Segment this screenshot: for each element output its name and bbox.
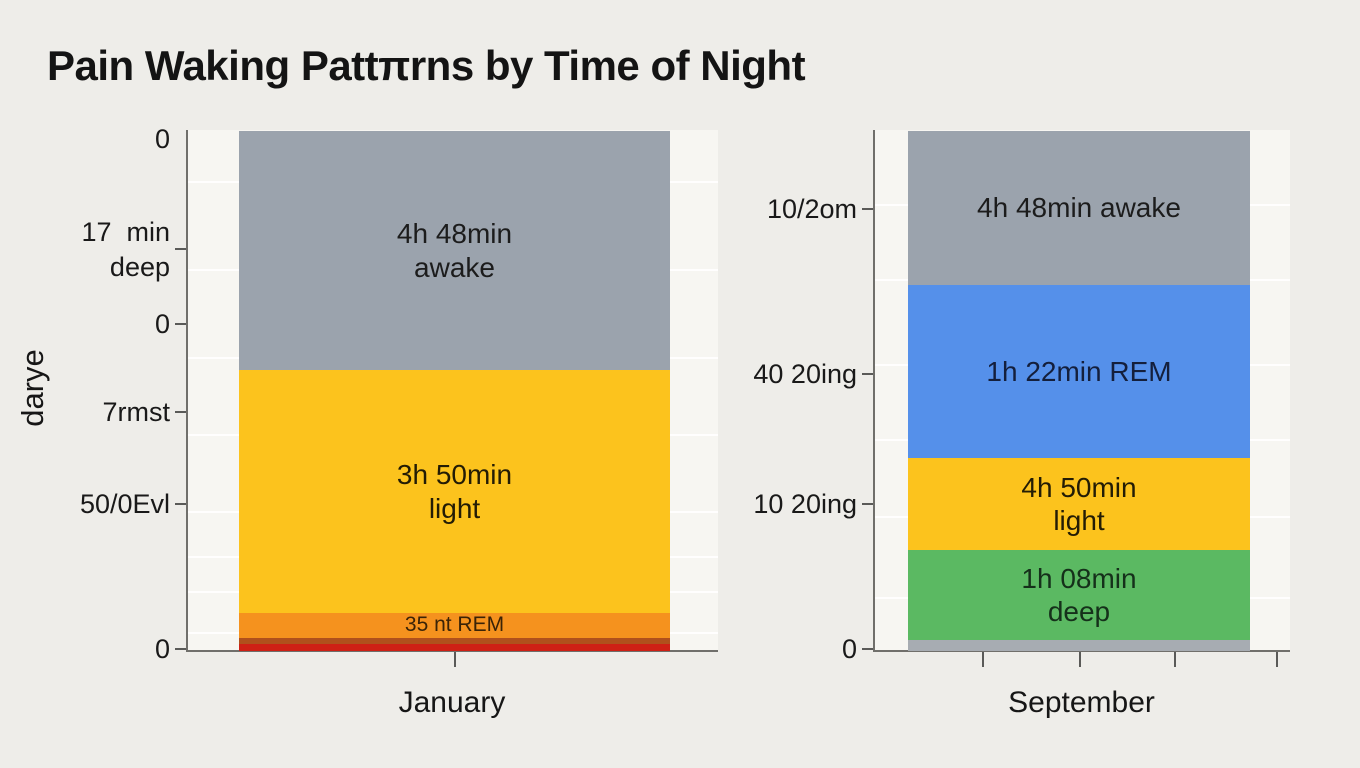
segment-label: 3h 50min light xyxy=(396,459,513,524)
bar-segment-strip-gray xyxy=(908,640,1250,651)
bar-segment-rem: 1h 22min REM xyxy=(908,285,1250,458)
x-axis-category-label: September xyxy=(1008,686,1155,719)
y-tick-label: 50/0Evl xyxy=(79,489,170,519)
x-tick-dash xyxy=(1174,652,1176,667)
bar-segment-strip-dark-orange xyxy=(239,638,670,644)
segment-label: 4h 48min awake xyxy=(977,192,1181,224)
y-tick-dash xyxy=(862,373,873,375)
y-tick-label: 0 xyxy=(154,634,170,664)
x-axis-category-label: January xyxy=(398,686,506,719)
stacked-bar-september: 4h 48min awake 1h 22min REM 4h 50min light… xyxy=(908,131,1250,651)
y-tick-dash xyxy=(175,248,186,250)
y-tick-dash xyxy=(862,648,873,650)
y-tick-label: 10 20ing xyxy=(753,489,857,519)
bar-segment-awake: 4h 48min awake xyxy=(908,131,1250,285)
y-tick-label: 40 20ing xyxy=(753,359,857,389)
y-tick-label: 10/2om xyxy=(766,194,857,224)
x-tick-dash xyxy=(1079,652,1081,667)
y-tick-dash xyxy=(175,411,186,413)
segment-label: 4h 48min awake xyxy=(396,218,513,283)
segment-label: 1h 08min deep xyxy=(1021,562,1137,627)
chart-title: Pain Waking Pattπrns by Time of Night xyxy=(47,42,806,89)
y-tick-label: 0 xyxy=(154,124,170,154)
x-tick-dash xyxy=(982,652,984,667)
segment-label: 1h 22min REM xyxy=(986,355,1172,387)
y-tick-dash xyxy=(862,208,873,210)
bar-segment-light: 4h 50min light xyxy=(908,458,1250,550)
y-tick-label: 17 min deep xyxy=(81,217,170,283)
y-tick-dash xyxy=(175,648,186,650)
y-tick-label: 7rmst xyxy=(102,397,171,427)
y-tick-dash xyxy=(862,503,873,505)
y-tick-label: 0 xyxy=(154,309,170,339)
bar-segment-deep: 1h 08min deep xyxy=(908,550,1250,640)
y-tick-label: 0 xyxy=(841,634,857,664)
bar-segment-awake: 4h 48min awake xyxy=(239,131,670,370)
segment-label: 35 nt REM xyxy=(404,613,505,637)
x-tick-dash xyxy=(1276,652,1278,667)
stacked-bar-january: 4h 48min awake 3h 50min light 35 nt REM xyxy=(239,131,670,651)
bar-segment-light: 3h 50min light xyxy=(239,370,670,613)
segment-label: 4h 50min light xyxy=(1021,471,1137,536)
y-tick-dash xyxy=(175,323,186,325)
bar-segment-rem: 35 nt REM xyxy=(239,613,670,638)
bar-segment-strip-red xyxy=(239,644,670,651)
x-tick-dash xyxy=(454,652,456,667)
y-tick-dash xyxy=(175,503,186,505)
